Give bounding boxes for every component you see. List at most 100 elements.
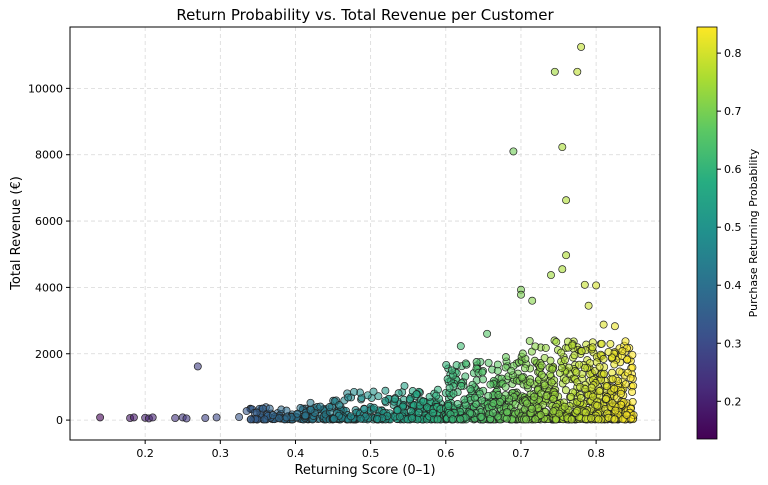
scatter-point [531, 415, 540, 424]
scatter-point [604, 347, 613, 356]
scatter-point [557, 363, 566, 372]
scatter-point [460, 395, 469, 404]
scatter-point [526, 378, 535, 387]
colorbar-tick-label: 0.2 [724, 395, 742, 408]
scatter-point [540, 381, 549, 390]
x-tick-label: 0.3 [212, 447, 230, 460]
scatter-point [494, 391, 503, 399]
scatter-point [502, 414, 511, 423]
y-tick-label: 8000 [35, 149, 63, 162]
scatter-point [472, 358, 481, 366]
scatter-point [201, 414, 210, 423]
scatter-point [306, 398, 315, 407]
scatter-point [346, 412, 355, 421]
y-tick-label: 6000 [35, 215, 63, 228]
scatter-point [600, 369, 609, 378]
scatter-point [518, 349, 527, 358]
scatter-point [606, 339, 615, 348]
scatter-point [456, 415, 465, 424]
x-axis-ticks: 0.2 0.3 0.4 0.5 0.6 0.7 0.8 [136, 440, 605, 460]
scatter-point [572, 368, 581, 377]
scatter-point [599, 320, 608, 329]
scatter-point [546, 356, 555, 365]
y-tick-label: 0 [56, 414, 63, 427]
scatter-point [488, 408, 497, 417]
scatter-point [496, 398, 504, 406]
scatter-point [452, 361, 461, 370]
scatter-point [242, 407, 251, 416]
scatter-point [428, 408, 437, 417]
scatter-point [433, 415, 442, 424]
scatter-point [551, 415, 560, 424]
scatter-point [541, 343, 550, 352]
scatter-point [588, 343, 597, 352]
colorbar-label: Purchase Returning Probability [747, 148, 760, 317]
scatter-point [560, 402, 569, 411]
scatter-point [193, 362, 202, 371]
scatter-point [501, 382, 510, 391]
scatter-point [628, 350, 637, 359]
scatter-point [610, 415, 619, 424]
scatter-point [517, 290, 525, 299]
scatter-point [549, 407, 558, 416]
scatter-point [445, 383, 454, 392]
scatter-point [549, 394, 558, 403]
data-points [96, 42, 638, 424]
scatter-point [477, 396, 486, 405]
x-tick-label: 0.7 [512, 447, 530, 460]
scatter-point [577, 42, 586, 51]
scatter-point [456, 342, 465, 351]
scatter-point [129, 413, 138, 422]
scatter-point [477, 412, 486, 421]
scatter-point [268, 411, 277, 420]
scatter-point [325, 403, 334, 411]
y-tick-label: 10000 [28, 82, 63, 95]
scatter-point [373, 415, 382, 423]
scatter-point [567, 415, 576, 424]
scatter-point [419, 397, 428, 406]
scatter-point [593, 401, 602, 410]
scatter-point [390, 395, 399, 404]
scatter-point [628, 388, 637, 396]
scatter-point [96, 413, 105, 422]
scatter-point [484, 391, 493, 400]
scatter-point [561, 386, 570, 395]
scatter-point [599, 355, 608, 363]
scatter-point [536, 411, 545, 419]
scatter-point [316, 402, 325, 411]
scatter-point [212, 413, 221, 422]
scatter-point [484, 358, 493, 367]
scatter-point [568, 341, 577, 350]
scatter-point [531, 342, 540, 351]
scatter-point [562, 251, 571, 260]
scatter-point [381, 386, 390, 395]
scatter-point [444, 401, 453, 410]
scatter-point [594, 415, 603, 424]
colorbar-tick-label: 0.8 [724, 47, 742, 60]
scatter-point [466, 385, 475, 394]
scatter-point [509, 147, 518, 156]
scatter-point [566, 392, 575, 401]
scatter-point [528, 296, 537, 305]
scatter-point [486, 380, 495, 389]
scatter-point [501, 353, 510, 362]
colorbar-ticks: 0.2 0.3 0.4 0.5 0.6 0.7 0.8 [717, 47, 742, 408]
scatter-point [393, 406, 402, 415]
scatter-point [483, 329, 492, 338]
scatter-point [562, 196, 571, 205]
colorbar-tick-label: 0.7 [724, 105, 742, 118]
scatter-point [628, 397, 637, 406]
colorbar-tick-label: 0.4 [724, 279, 742, 292]
scatter-point [547, 271, 555, 280]
x-tick-label: 0.8 [587, 447, 605, 460]
scatter-point [148, 413, 157, 422]
scatter-point [573, 67, 582, 76]
scatter-point [461, 372, 470, 381]
scatter-point [570, 351, 579, 360]
scatter-point [493, 366, 502, 375]
scatter-point [453, 400, 462, 408]
scatter-point [503, 408, 512, 417]
scatter-point [522, 415, 531, 424]
scatter-point [595, 387, 604, 396]
scatter-point [518, 373, 526, 382]
